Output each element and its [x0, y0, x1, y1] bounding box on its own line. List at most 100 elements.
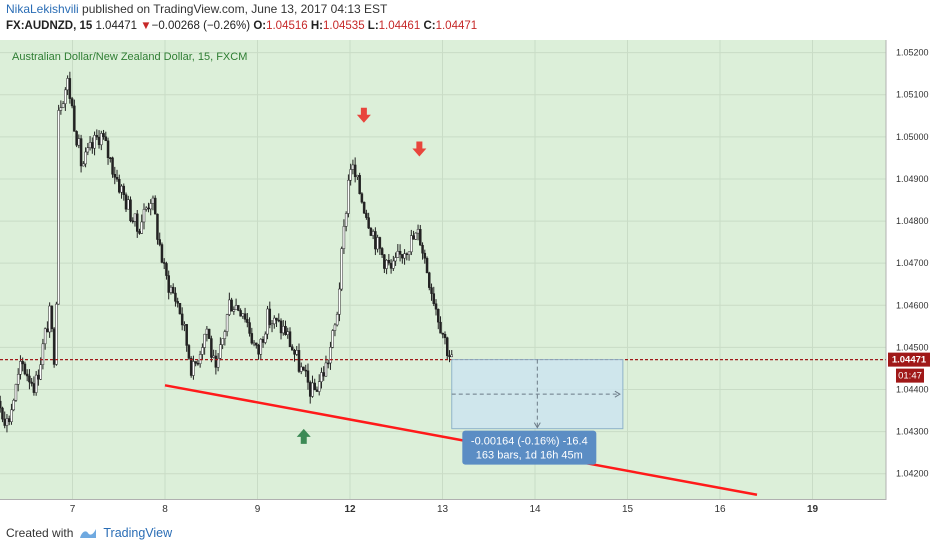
candle-body: [311, 382, 314, 397]
candle-body: [439, 321, 442, 334]
author-link[interactable]: NikaLekishvili: [6, 2, 79, 16]
candle-body: [109, 157, 112, 159]
time-tick-label: 7: [70, 504, 76, 515]
candle-body: [232, 309, 236, 312]
drawings[interactable]: -0.00164 (-0.16%) -16.4 163 bars, 1d 16h …: [0, 107, 886, 497]
candle-body: [176, 301, 179, 304]
candle-body: [376, 237, 379, 250]
candle-body: [153, 197, 157, 215]
candle-body: [432, 293, 436, 304]
time-tick-label: 9: [255, 504, 261, 515]
candle-body: [264, 333, 267, 343]
candle-body: [396, 251, 400, 258]
countdown-value: 01:47: [898, 371, 922, 382]
candle-body: [329, 347, 332, 364]
candle-body: [369, 227, 373, 236]
candle-body: [275, 317, 278, 321]
candle-body: [353, 164, 357, 178]
candle-body: [338, 288, 341, 315]
candle-body: [79, 138, 83, 167]
candle-body: [259, 339, 263, 355]
candle-body: [324, 362, 328, 377]
candle-body: [203, 333, 206, 348]
candle-body: [1, 407, 4, 420]
arrow-down-marker-icon[interactable]: [356, 107, 371, 123]
candle-body: [131, 220, 135, 223]
candle-body: [317, 381, 321, 392]
candle-body: [306, 370, 310, 383]
candle-body: [57, 110, 60, 305]
candle-body: [239, 310, 242, 317]
candle-body: [407, 251, 411, 255]
candle-body: [104, 136, 108, 142]
candle-body: [185, 324, 188, 346]
candle-body: [68, 78, 72, 99]
candle-body: [39, 364, 42, 380]
candle-body: [194, 361, 197, 364]
candle-body: [401, 254, 404, 259]
symbol-ohlc-line: FX:AUDNZD, 15 1.04471 ▼−0.00268 (−0.26%)…: [6, 20, 477, 32]
candle-body: [7, 418, 11, 423]
candle-body: [174, 292, 177, 302]
candle-body: [437, 308, 440, 323]
chart-title: Australian Dollar/New Zealand Dollar, 15…: [12, 51, 247, 63]
candle-body: [86, 147, 90, 153]
candle-body: [302, 366, 305, 371]
candle-body: [43, 328, 47, 345]
candle-body: [21, 361, 24, 365]
tradingview-brand[interactable]: TradingView: [103, 526, 173, 540]
publish-info: NikaLekishvili published on TradingView.…: [6, 2, 387, 16]
time-axis[interactable]: 7 8 9 12 13 14 15 16 19: [70, 504, 819, 515]
price-tick-label: 1.04500: [896, 342, 929, 352]
candle-body: [46, 328, 49, 333]
candle-body: [169, 286, 173, 293]
down-triangle-icon: ▼: [140, 20, 152, 32]
arrow-up-marker-icon[interactable]: [296, 428, 311, 444]
last-price: 1.04471: [95, 20, 138, 32]
candle-body: [64, 89, 67, 104]
candle-body: [192, 361, 195, 376]
trendline[interactable]: [164, 384, 758, 497]
candle-body: [52, 328, 56, 365]
open-label: O:: [253, 20, 267, 32]
candle-body: [304, 369, 307, 372]
candle-body: [91, 142, 94, 149]
candle-body: [133, 213, 137, 222]
candle-body: [326, 362, 330, 365]
candle-body: [205, 328, 209, 335]
low-label: L:: [367, 20, 379, 32]
time-tick-label: 15: [622, 504, 634, 515]
candle-body: [19, 361, 22, 375]
candle-body: [421, 244, 424, 254]
candle-body: [255, 342, 258, 346]
candle-body: [230, 299, 233, 312]
candle-body: [295, 350, 298, 355]
candle-body: [246, 319, 249, 323]
candle-body: [16, 374, 20, 385]
candle-body: [10, 409, 13, 423]
candle-body: [335, 314, 339, 326]
candle-body: [178, 302, 182, 315]
candle-body: [374, 231, 377, 250]
candle-body: [95, 135, 99, 138]
tradingview-logo-icon: [80, 529, 97, 538]
candle-body: [410, 235, 413, 253]
candle-body: [3, 418, 6, 426]
price-tick-label: 1.04200: [896, 469, 929, 479]
arrow-down-marker-icon[interactable]: [412, 141, 427, 157]
created-with-label: Created with: [6, 526, 74, 540]
candle-body: [416, 229, 420, 234]
price-tick-label: 1.05100: [896, 90, 929, 100]
candle-body: [270, 323, 274, 326]
candle-body: [367, 217, 370, 229]
candle-body: [136, 213, 139, 232]
candle-body: [118, 178, 121, 193]
price-tick-label: 1.04300: [896, 427, 929, 437]
candle-body: [30, 381, 33, 384]
price-axis[interactable]: 1.04200 1.04300 1.04400 1.04500 1.04600 1.047…: [896, 48, 929, 479]
candle-body: [113, 173, 117, 178]
candle-body: [212, 355, 215, 358]
candle-body: [252, 342, 256, 345]
candle-body: [12, 400, 15, 411]
